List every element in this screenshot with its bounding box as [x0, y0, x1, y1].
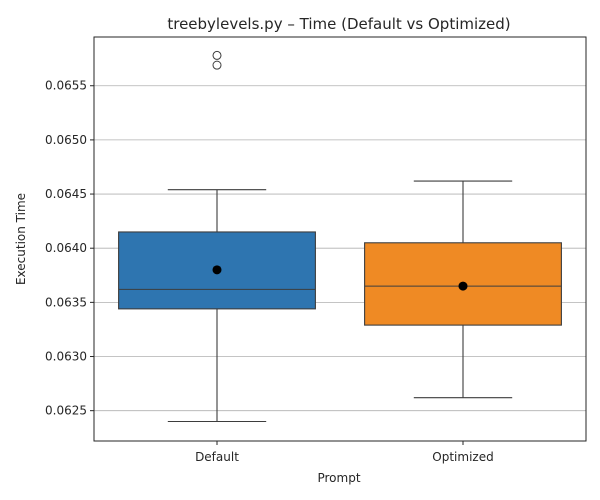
x-tick-label: Default — [195, 450, 239, 464]
outlier-point — [212, 60, 222, 70]
box-optimized — [364, 180, 562, 399]
outlier-point — [212, 50, 222, 60]
mean-marker — [212, 265, 222, 275]
mean-marker — [458, 281, 468, 291]
y-tick-label: 0.0655 — [45, 79, 87, 93]
plot-area-frame — [93, 36, 587, 442]
boxes — [118, 50, 562, 423]
box-default — [118, 50, 316, 423]
y-axis-label: Execution Time — [14, 193, 28, 285]
y-tick-label: 0.0625 — [45, 404, 87, 418]
y-tick-label: 0.0630 — [45, 350, 87, 364]
y-tick-label: 0.0640 — [45, 241, 87, 255]
y-tick-label: 0.0635 — [45, 295, 87, 309]
y-tick-label: 0.0645 — [45, 187, 87, 201]
y-tick-label: 0.0650 — [45, 133, 87, 147]
x-tick-label: Optimized — [432, 450, 493, 464]
chart-title: treebylevels.py – Time (Default vs Optim… — [167, 15, 510, 33]
x-axis-label: Prompt — [317, 471, 360, 485]
x-axis-ticks: Default Optimized — [195, 441, 494, 464]
y-axis-ticks: 0.0625 0.0630 0.0635 0.0640 0.0645 0.0650 0.06… — [45, 79, 94, 418]
